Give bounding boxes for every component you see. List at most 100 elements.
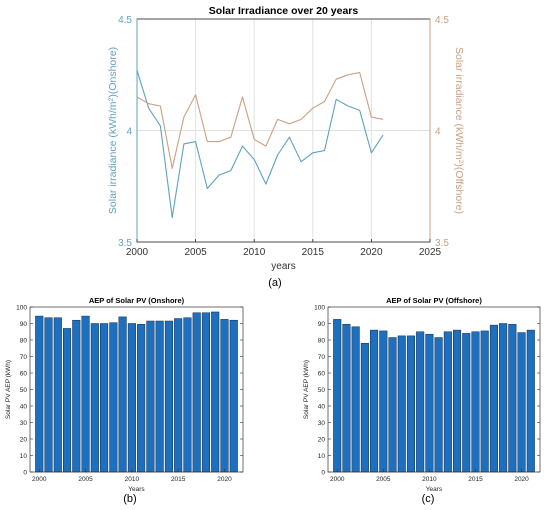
bar-onshore (62, 328, 72, 473)
y-tick-label: 30 (20, 420, 28, 427)
chart-title: AEP of Solar PV (Offshore) (386, 296, 482, 305)
plot-area-frame (29, 306, 244, 473)
panel-label-b: (b) (123, 493, 136, 505)
bar-onshore (127, 323, 136, 473)
series-line-onshore (136, 70, 384, 219)
y-tick-label: 50 (318, 387, 326, 394)
bar-onshore (72, 319, 81, 473)
y-tick-label: 70 (318, 354, 326, 361)
y-tick-label: 90 (20, 321, 28, 328)
bar-offshore (333, 319, 342, 473)
bar-onshore (109, 322, 118, 473)
bar-onshore (137, 324, 146, 473)
bar-onshore (35, 315, 44, 473)
bar-onshore (44, 317, 53, 473)
x-tick-label: 2010 (422, 476, 437, 483)
y-axis-label: Solar PV AEP (kWh) (5, 360, 12, 419)
bar-onshore (192, 312, 201, 473)
y-tick-label: 0 (321, 470, 325, 477)
chart-aep-offshore: 0 10 20 30 40 50 60 70 80 90 100 2000 2005 2010 2015 20… (303, 296, 541, 493)
bar-onshore (53, 317, 62, 473)
panel-label-c: (c) (422, 493, 435, 505)
x-tick-label: 2000 (32, 476, 47, 483)
x-tick-label: 2000 (126, 247, 149, 258)
y-tick-label: 10 (20, 453, 28, 460)
y-axis-label-left: Solar irradiance (kWh/m2)(Onshore) (107, 47, 119, 214)
x-tick-label: 2005 (184, 247, 207, 258)
x-tick-label: 2010 (243, 247, 266, 258)
y-tick-label: 40 (20, 404, 28, 411)
x-axis-label: Years (426, 486, 443, 493)
bar-onshore (146, 320, 155, 473)
y-tick-label: 40 (318, 404, 326, 411)
y-tick-label-left: 4 (126, 127, 132, 138)
y-tick-label: 30 (318, 420, 326, 427)
y-tick-label: 100 (16, 305, 27, 312)
y-tick-label-right: 4.5 (435, 15, 449, 26)
y-tick-label: 100 (314, 305, 325, 312)
x-tick-label: 2000 (330, 476, 345, 483)
y-tick-label-right: 4 (435, 127, 441, 138)
x-tick-label: 2015 (302, 247, 325, 258)
bar-offshore (416, 331, 425, 473)
bar-offshore (360, 343, 369, 473)
x-tick-label: 2010 (125, 476, 140, 483)
y-tick-label: 80 (20, 338, 28, 345)
x-axis-label: Years (128, 486, 145, 493)
x-tick-label: 2020 (360, 247, 383, 258)
bar-onshore (164, 320, 173, 473)
bar-offshore (388, 337, 397, 473)
bar-onshore (220, 319, 229, 473)
chart-title: Solar Irradiance over 20 years (209, 5, 359, 17)
bar-offshore (379, 330, 388, 473)
bar-onshore (229, 319, 238, 473)
bar-offshore (397, 335, 406, 473)
bar-onshore (201, 312, 211, 473)
y-tick-label: 50 (20, 387, 28, 394)
plot-area (328, 307, 540, 472)
y-tick-label: 20 (318, 437, 326, 444)
y-tick-label-left: 4.5 (118, 15, 132, 26)
y-tick-label: 10 (318, 453, 326, 460)
bar-offshore (351, 326, 360, 473)
bar-offshore (425, 333, 434, 473)
x-tick-label: 2015 (468, 476, 483, 483)
bar-offshore (453, 329, 462, 473)
panel-label-a: (a) (268, 277, 281, 289)
bar-offshore (489, 324, 498, 473)
bar-offshore (462, 333, 471, 473)
bar-onshore (183, 317, 192, 473)
x-tick-label: 2015 (171, 476, 186, 483)
x-tick-label: 2020 (514, 476, 529, 483)
bar-onshore (90, 323, 99, 473)
y-axis-label: Solar PV AEP (kWh) (303, 360, 310, 419)
bar-offshore (370, 329, 379, 473)
bar-offshore (434, 337, 443, 473)
bar-offshore (342, 324, 351, 473)
y-tick-label: 0 (23, 470, 27, 477)
bar-onshore (211, 311, 220, 473)
y-axis-label-right: Solar irradiance (kWh/m2)(Offshore) (453, 47, 465, 214)
chart-aep-onshore: 0 10 20 30 40 50 60 70 80 90 100 2000 2005 2010 2015 20… (5, 296, 244, 493)
y-tick-label: 60 (318, 371, 326, 378)
bar-offshore (508, 324, 517, 473)
y-tick-label: 60 (20, 371, 28, 378)
y-tick-label-right: 3.5 (435, 238, 449, 249)
bar-onshore (118, 316, 127, 473)
x-tick-label: 2005 (376, 476, 391, 483)
x-tick-label: 2020 (217, 476, 232, 483)
bar-offshore (406, 335, 415, 473)
y-tick-label-left: 3.5 (118, 238, 132, 249)
bar-onshore (155, 320, 164, 473)
bar-offshore (517, 332, 526, 473)
bar-offshore (443, 331, 452, 473)
series-line-offshore (136, 71, 384, 169)
x-tick-label: 2005 (78, 476, 93, 483)
bar-onshore (174, 318, 183, 473)
y-tick-label: 80 (318, 338, 326, 345)
bar-onshore (100, 323, 109, 473)
bar-onshore (81, 315, 90, 473)
bar-offshore (526, 329, 535, 473)
bar-offshore (471, 331, 480, 473)
